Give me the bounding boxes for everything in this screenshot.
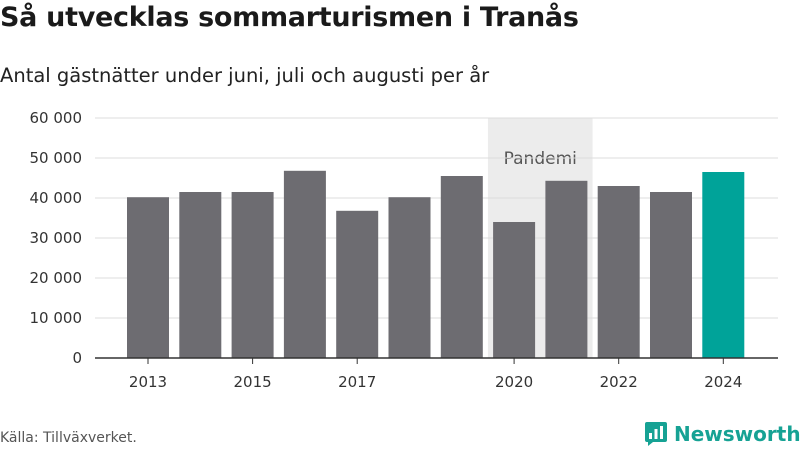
brand: Newsworthy [644,420,800,448]
bar-2014 [179,192,222,358]
bar-2023 [650,192,692,358]
annotation-label: Pandemi [504,149,577,169]
y-tick-label: 40 000 [30,189,83,207]
y-tick-label: 50 000 [30,149,83,167]
bar-2017 [336,210,379,358]
y-tick-label: 30 000 [30,229,83,247]
bar-2013 [127,197,169,358]
x-tick-label: 2013 [129,373,167,391]
chart-subtitle: Antal gästnätter under juni, juli och au… [0,64,490,87]
bar-2020 [493,222,536,358]
bar-2022 [597,186,640,358]
x-tick-label: 2022 [600,373,638,391]
source-note: Källa: Tillväxverket. [0,430,137,446]
x-tick-label: 2015 [234,373,272,391]
brand-name: Newsworthy [674,422,800,446]
x-tick-label: 2020 [495,373,533,391]
newsworthy-logo-icon [645,422,667,446]
y-tick-label: 60 000 [30,109,83,127]
y-tick-label: 10 000 [30,309,83,327]
x-tick-label: 2017 [338,373,376,391]
chart-title: Så utvecklas sommarturismen i Tranås [0,2,579,33]
y-tick-label: 0 [72,349,82,367]
bar-2016 [283,170,326,358]
bar-2015 [231,192,274,358]
bar-chart: Pandemi 0 10 000 20 000 30 000 40 000 50 000 60… [30,109,778,391]
bar-2024 [702,172,745,358]
y-tick-label: 20 000 [30,269,83,287]
x-tick-label: 2024 [704,373,742,391]
bar-2021 [545,180,588,358]
bar-2018 [388,197,431,358]
bar-2019 [440,176,483,358]
